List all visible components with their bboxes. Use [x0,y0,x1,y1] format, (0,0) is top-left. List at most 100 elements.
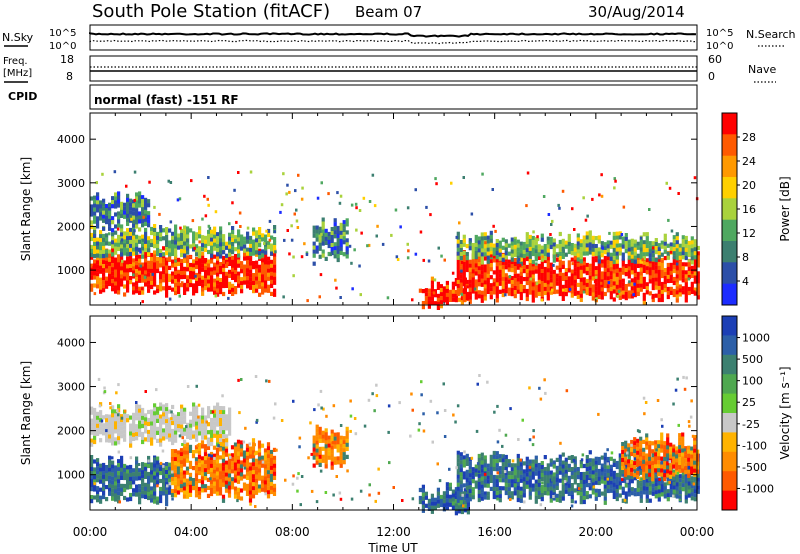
velocity-cell [114,497,118,502]
velocity-cell [251,474,256,479]
power-cell [201,243,205,248]
velocity-cell [588,470,592,475]
velocity-cell [218,463,223,468]
power-scatter-cell [336,191,339,195]
velocity-cell [170,489,175,494]
velocity-cell [242,454,247,459]
velocity-cell [456,486,460,491]
power-cell [180,271,184,276]
power-cell [588,246,592,251]
velocity-cell [424,503,428,508]
velocity-scatter-cell [592,485,596,489]
power-cell [573,243,577,248]
velocity-cell [460,505,464,511]
velocity-cell [135,488,139,493]
power-scatter-cell [358,264,361,268]
velocity-cell [591,470,595,475]
power-cell [693,287,697,292]
power-scatter-cell [607,281,611,285]
velocity-cell [696,477,700,482]
power-cell [600,279,604,284]
velocity-cell [600,455,604,460]
velocity-cell [168,478,172,483]
power-cell [90,220,94,225]
power-cell [630,254,634,259]
power-cell [672,235,676,240]
power-cell [678,260,682,265]
power-cell [657,289,661,295]
power-cell [342,252,346,257]
power-cell [162,228,166,233]
velocity-cell [254,450,259,455]
velocity-cell [102,478,106,484]
velocity-cell [639,440,643,445]
velocity-cell [132,416,136,421]
power-cell [240,238,244,243]
velocity-cell [663,473,667,478]
velocity-cell [418,495,422,501]
velocity-cell [630,471,634,477]
velocity-cell [342,440,346,445]
power-scatter-cell [375,234,378,238]
power-cell [102,206,106,211]
power-scatter-cell [584,218,588,222]
power-cell [612,255,616,261]
power-cell [501,257,505,262]
velocity-cell [645,457,649,462]
velocity-cell [221,494,226,499]
power-cell [114,269,118,274]
velocity-cell [663,477,667,482]
power-cell [261,237,265,242]
velocity-cell [111,480,115,485]
velocity-cell [194,489,199,494]
velocity-cell [480,472,484,477]
power-cell [471,257,475,262]
velocity-cell [451,505,455,510]
power-cell [240,285,244,290]
velocity-cell [345,454,349,459]
power-cell [159,253,163,258]
velocity-cell [651,441,655,446]
power-cell [480,244,484,249]
velocity-cell [627,471,631,476]
power-cell [108,210,112,215]
velocity-cell [153,495,157,500]
velocity-cell [675,446,679,451]
velocity-scatter-cell [367,398,371,402]
power-scatter-cell [153,205,156,209]
velocity-cell [567,479,571,484]
power-scatter-cell [437,246,440,250]
power-cell [456,271,460,277]
power-cell [430,300,434,305]
velocity-cell [204,415,208,420]
velocity-cell [669,481,673,486]
velocity-cell [162,428,166,433]
velocity-cell [471,495,475,500]
velocity-cell [233,490,238,495]
power-cell [615,239,619,244]
power-cell [135,253,139,258]
velocity-cell [648,498,652,503]
power-cell [135,242,139,247]
power-cell [141,242,145,247]
power-cell [510,280,514,285]
power-cell [216,288,220,293]
power-cell [243,272,247,277]
power-cell [528,274,532,279]
velocity-scatter-cell [292,474,295,478]
power-cell [537,291,541,296]
power-cell [474,271,478,276]
velocity-cell [687,453,691,458]
power-cell [180,240,184,246]
velocity-cell [159,438,163,443]
power-cell [690,252,694,257]
power-cell [96,220,100,225]
velocity-cell [191,478,196,483]
power-cell [96,241,100,246]
power-cell [144,262,148,267]
velocity-cell [144,462,148,467]
power-cell [687,252,691,258]
power-cell [132,243,136,248]
power-cell [237,279,241,284]
velocity-cell [153,483,157,488]
